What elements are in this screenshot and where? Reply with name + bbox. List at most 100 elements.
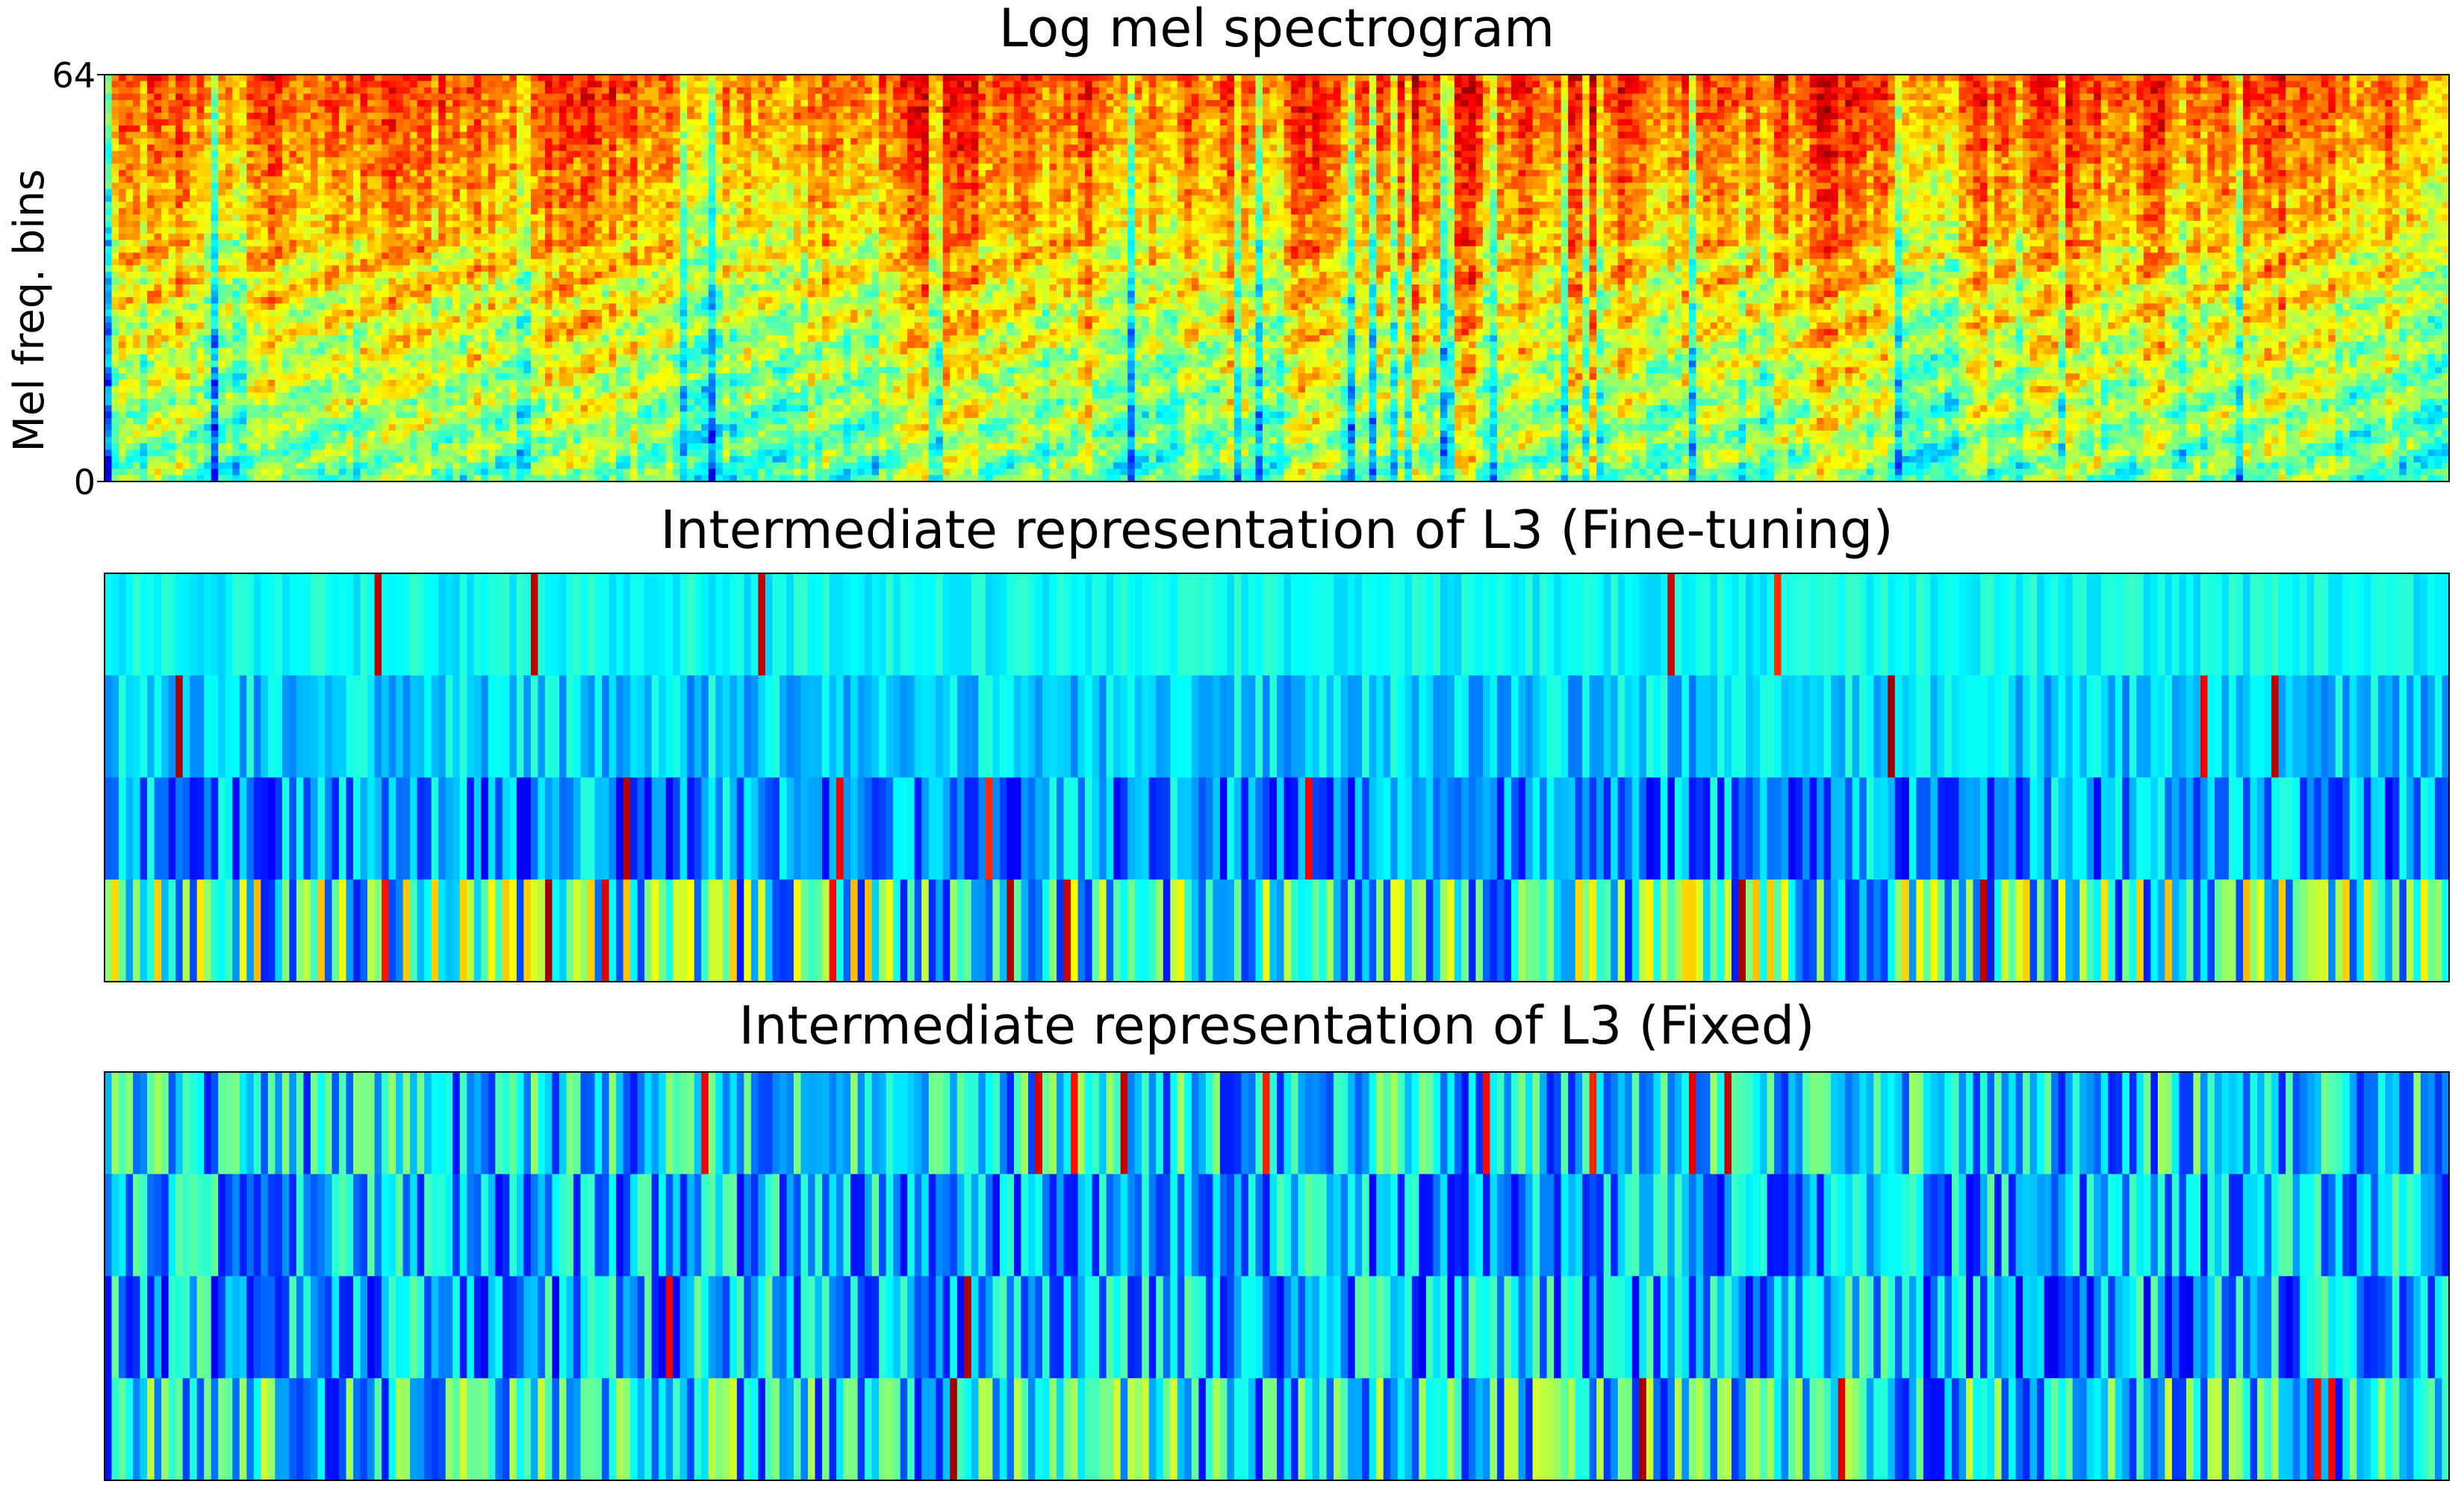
heatmap-cell: [808, 75, 815, 81]
heatmap-cell: [872, 94, 880, 101]
heatmap-cell: [1000, 100, 1007, 107]
heatmap-cell: [396, 81, 403, 88]
heatmap-cell: [403, 87, 411, 94]
heatmap-cell: [559, 94, 567, 101]
heatmap-cell: [2108, 75, 2115, 81]
heatmap-cell: [1419, 87, 1426, 94]
heatmap-cell: [659, 81, 666, 88]
heatmap-cell: [971, 75, 979, 81]
heatmap-cell: [1433, 81, 1440, 88]
heatmap-cell: [808, 87, 815, 94]
heatmap-cell: [1973, 75, 1980, 81]
heatmap-cell: [1938, 75, 1945, 81]
heatmap-cell: [1824, 75, 1832, 81]
heatmap-cell: [389, 100, 396, 107]
heatmap-cell: [503, 94, 510, 101]
heatmap-cell: [1788, 75, 1796, 81]
heatmap-cell: [1867, 81, 1874, 88]
heatmap-cell: [119, 75, 126, 81]
heatmap-cell: [268, 94, 276, 101]
heatmap-cell: [2122, 94, 2129, 101]
heatmap-cell: [140, 75, 148, 81]
heatmap-cell: [1433, 94, 1440, 101]
heatmap-cell: [112, 94, 119, 101]
heatmap-cell: [1675, 94, 1682, 101]
heatmap-cell: [907, 100, 915, 107]
heatmap-cell: [282, 75, 290, 81]
heatmap-cell: [929, 75, 936, 81]
heatmap-cell: [2243, 81, 2250, 88]
heatmap-cell: [1007, 81, 1014, 88]
heatmap-cell: [1248, 81, 1256, 88]
heatmap-cell: [1852, 94, 1860, 101]
heatmap-cell: [1525, 100, 1533, 107]
heatmap-cell: [1575, 100, 1583, 107]
heatmap-cell: [2407, 75, 2414, 81]
heatmap-cell: [1000, 87, 1007, 94]
heatmap-cell: [1959, 75, 1966, 81]
heatmap-cell: [1206, 94, 1213, 101]
heatmap-cell: [2250, 94, 2258, 101]
heatmap-cell: [1369, 94, 1377, 101]
heatmap-cell: [112, 75, 119, 81]
heatmap-cell: [2413, 81, 2421, 88]
heatmap-cell: [1689, 75, 1696, 81]
heatmap-cell: [1881, 81, 1888, 88]
heatmap-cell: [1575, 81, 1583, 88]
heatmap-cell: [105, 94, 112, 101]
heatmap-cell: [2179, 94, 2186, 101]
heatmap-cell: [2378, 87, 2386, 94]
heatmap-cell: [751, 87, 759, 94]
heatmap-cell: [936, 94, 943, 101]
heatmap-cell: [893, 81, 900, 88]
heatmap-cell: [1085, 75, 1092, 81]
heatmap-cell: [2207, 87, 2215, 94]
heatmap-cell: [2371, 81, 2378, 88]
heatmap-cell: [1547, 87, 1555, 94]
heatmap-cell: [531, 87, 538, 94]
heatmap-cell: [2165, 87, 2172, 94]
heatmap-cell: [1404, 75, 1412, 81]
heatmap-cell: [1227, 94, 1234, 101]
heatmap-cell: [1895, 100, 1903, 107]
heatmap-cell: [1782, 94, 1789, 101]
heatmap-cell: [1475, 100, 1483, 107]
heatmap-cell: [2023, 75, 2030, 81]
heatmap-cell: [1802, 100, 1810, 107]
heatmap-cell: [2392, 75, 2400, 81]
heatmap-cell: [950, 94, 957, 101]
heatmap-cell: [225, 94, 233, 101]
heatmap-cell: [1639, 81, 1646, 88]
heatmap-cell: [1327, 100, 1334, 107]
heatmap-cell: [1319, 75, 1327, 81]
heatmap-cell: [410, 81, 417, 88]
heatmap-cell: [126, 87, 134, 94]
heatmap-cell: [410, 75, 417, 81]
heatmap-cell: [1170, 87, 1177, 94]
heatmap-cell: [119, 87, 126, 94]
heatmap-cell: [204, 81, 211, 88]
heatmap-cell: [2378, 81, 2386, 88]
heatmap-cell: [552, 87, 559, 94]
heatmap-cell: [1902, 75, 1909, 81]
heatmap-cell: [1305, 87, 1313, 94]
heatmap-cell: [581, 100, 588, 107]
heatmap-cell: [1490, 87, 1497, 94]
heatmap-cell: [1902, 81, 1909, 88]
heatmap-cell: [126, 81, 134, 88]
heatmap-cell: [2079, 100, 2087, 107]
heatmap-cell: [303, 94, 311, 101]
heatmap-cell: [2286, 94, 2293, 101]
heatmap-cell: [872, 75, 880, 81]
heatmap-cell: [382, 87, 389, 94]
heatmap-cell: [1490, 81, 1497, 88]
heatmap-cell: [105, 81, 112, 88]
heatmap-cell: [1099, 100, 1107, 107]
heatmap-cell: [729, 94, 737, 101]
heatmap-cell: [1362, 81, 1369, 88]
heatmap-cell: [2037, 100, 2044, 107]
heatmap-cell: [1426, 81, 1434, 88]
heatmap-cell: [2364, 81, 2371, 88]
heatmap-cell: [1092, 87, 1100, 94]
heatmap-cell: [2392, 81, 2400, 88]
